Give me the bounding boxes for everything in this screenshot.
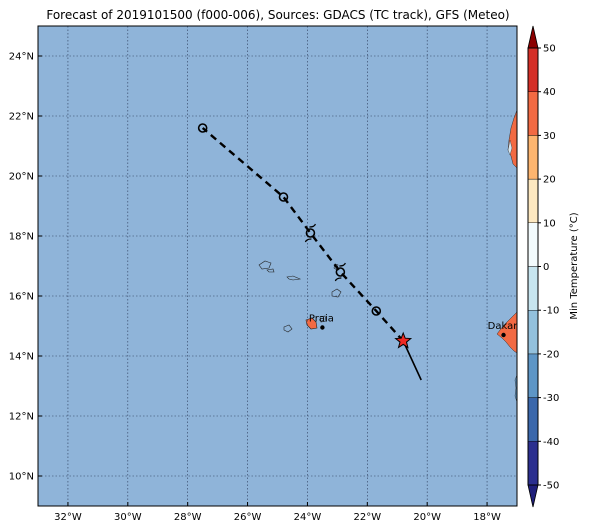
storm-symbol-arc: [309, 223, 317, 228]
lon-tick-label: 32°W: [54, 512, 82, 523]
island-maio: [319, 315, 327, 323]
colorbar-tick-label: 30: [543, 131, 556, 142]
forecast-position-marker: [335, 267, 346, 277]
colorbar-tick-label: 50: [543, 44, 556, 55]
current-position-star: [394, 331, 413, 349]
colorbar-segment: [527, 178, 539, 224]
island-santiago: [305, 317, 318, 330]
colorbar-tick-label: 0: [543, 262, 549, 273]
colorbar-under-extend: [527, 484, 539, 508]
city-label: Dakar: [488, 321, 519, 332]
lon-tick-label: 24°W: [294, 512, 322, 523]
colorbar-segment: [527, 397, 539, 442]
map-frame: [37, 25, 518, 507]
lon-tick-label: 22°W: [354, 512, 382, 523]
colorbar-tick-label: -30: [543, 393, 559, 404]
island-boa-vista: [331, 288, 342, 298]
storm-symbol-arc: [304, 238, 312, 243]
island-sao-vicente: [266, 268, 275, 273]
lon-tick-label: 18°W: [473, 512, 501, 523]
colorbar-tick-label: 20: [543, 175, 556, 186]
lon-tick-label: 28°W: [174, 512, 202, 523]
lat-tick-label: 12°N: [9, 412, 34, 423]
colorbar-over-extend: [527, 25, 539, 49]
storm-symbol-arc: [334, 277, 342, 282]
lat-tick-label: 14°N: [9, 352, 34, 363]
city-dot: [320, 325, 325, 330]
graticule: [38, 26, 517, 506]
lat-tick-label: 16°N: [9, 292, 34, 303]
forecast-position-marker: [197, 123, 208, 133]
lon-tick-label: 26°W: [234, 512, 262, 523]
map-title: Forecast of 2019101500 (f000-006), Sourc…: [46, 8, 510, 22]
island-santo-antao: [258, 260, 272, 270]
island-sao-nicolau: [286, 275, 302, 281]
colorbar-segment: [527, 310, 539, 355]
colorbar-tick-label: -50: [543, 481, 559, 492]
colorbar-segment: [527, 266, 539, 311]
colorbar: -50 -40 -30 -20 -10 0 10 20 30 40 50: [527, 25, 559, 508]
lon-tick-label: 20°W: [413, 512, 441, 523]
city-label: Praia: [309, 314, 334, 325]
colorbar-segment: [527, 353, 539, 398]
lat-tick-label: 24°N: [9, 52, 34, 63]
colorbar-tick-label: 10: [543, 218, 556, 229]
forecast-track-line: [201, 127, 405, 342]
island-fogo: [283, 324, 293, 333]
land-mauritania-cool: [507, 139, 513, 156]
colorbar-segment: [527, 135, 539, 180]
colorbar-segment: [527, 222, 539, 267]
latitude-ticks: 10°N 12°N 14°N 16°N 18°N 20°N 22°N 24°N: [9, 52, 42, 483]
colorbar-label: Min Temperature (°C): [569, 212, 580, 319]
land-layer: [258, 109, 517, 403]
longitude-ticks: 32°W 30°W 28°W 26°W 24°W 22°W 20°W 18°W: [54, 502, 501, 523]
colorbar-segment: [527, 441, 539, 486]
ocean-background: [38, 26, 517, 506]
forecast-position-marker: [371, 306, 382, 316]
city-markers: Praia Dakar: [309, 314, 518, 338]
colorbar-frame: [527, 47, 539, 486]
lat-tick-label: 10°N: [9, 472, 34, 483]
storm-symbol-arc: [339, 262, 346, 267]
land-senegal: [496, 311, 517, 354]
forecast-position-marker: [305, 228, 316, 238]
past-track-line: [402, 340, 422, 381]
lat-tick-label: 22°N: [9, 112, 34, 123]
colorbar-tick-label: -10: [543, 306, 559, 317]
lon-tick-label: 30°W: [114, 512, 142, 523]
lat-tick-label: 18°N: [9, 232, 34, 243]
colorbar-tick-label: 40: [543, 87, 556, 98]
lat-tick-label: 20°N: [9, 172, 34, 183]
city-dot: [501, 332, 506, 338]
colorbar-segment: [527, 91, 539, 136]
forecast-position-marker: [278, 192, 289, 202]
colorbar-segment: [527, 47, 539, 92]
storm-track: [197, 123, 422, 381]
colorbar-tick-label: -20: [543, 349, 559, 360]
colorbar-tick-label: -40: [543, 437, 559, 448]
